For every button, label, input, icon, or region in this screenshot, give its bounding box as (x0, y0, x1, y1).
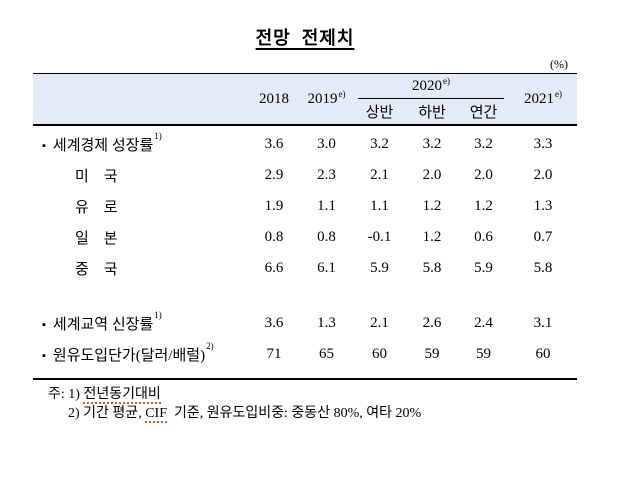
row-label: ▪ 세계경제 성장률1) (42, 131, 162, 155)
unit-row: (%) (33, 57, 577, 72)
table-row-us: 미 국 2.9 2.3 2.1 2.0 2.0 2.0 (33, 160, 577, 191)
cell-value: 3.6 (264, 136, 284, 152)
cell-value: 2.3 (317, 167, 336, 183)
table-row-world-trade: ▪ 세계교역 신장률1) 3.6 1.3 2.1 2.6 2.4 3.1 (33, 308, 577, 339)
cell-value: 59 (476, 346, 491, 362)
cell-value: 2.6 (422, 315, 442, 331)
cell-value: 1.1 (370, 198, 389, 214)
footnote-ref: 1) (154, 310, 162, 320)
cell-value: 6.6 (264, 260, 284, 276)
cell-value: 2.9 (264, 167, 284, 183)
table-row-oil-price: ▪ 원유도입단가(달러/배럴)2) 71 65 60 59 59 60 (33, 339, 577, 370)
footnote-2-text: 기준, 원유도입비중: 중동산 80%, 여타 20% (167, 406, 422, 421)
cell-value: 5.9 (474, 260, 493, 276)
header-2018: 2018 (259, 90, 289, 107)
cell-value: -0.1 (367, 229, 392, 245)
header-2020-group: 2020 e) (358, 74, 504, 99)
table-body: ▪ 세계경제 성장률1) 3.6 3.0 3.2 3.2 3.2 3.3 미 국 … (33, 126, 577, 380)
cell-value: 3.1 (533, 315, 553, 331)
cell-value: 60 (535, 346, 551, 362)
cell-value: 0.6 (474, 229, 493, 245)
cell-value: 5.9 (370, 260, 389, 276)
cell-value: 1.3 (317, 315, 336, 331)
cell-value: 65 (319, 346, 334, 362)
cell-value: 1.1 (317, 198, 336, 214)
cell-value: 1.2 (422, 229, 442, 245)
cell-value: 3.2 (422, 136, 442, 152)
estimate-superscript: e) (338, 88, 346, 99)
footnote-prefix: 주: (48, 387, 69, 402)
cell-value: 2.4 (474, 315, 493, 331)
footnote-2-text: 기간 평균, (83, 406, 146, 421)
cell-value: 2.0 (533, 167, 553, 183)
section-spacer (33, 284, 577, 308)
square-bullet-icon: ▪ (42, 140, 46, 152)
title-block: 전망 전제치 (33, 24, 577, 50)
cell-value: 6.1 (317, 260, 336, 276)
footnote-1-text: 전년동기대비 (83, 387, 161, 404)
footnote-ref: 2) (206, 341, 214, 351)
row-label: 유 로 (75, 200, 118, 216)
table-row-world-growth: ▪ 세계경제 성장률1) 3.6 3.0 3.2 3.2 3.2 3.3 (33, 129, 577, 160)
cell-value: 2.1 (370, 167, 389, 183)
cell-value: 1.9 (264, 198, 284, 214)
row-label: ▪ 세계교역 신장률1) (42, 310, 162, 334)
cell-value: 1.2 (474, 198, 493, 214)
footnote-1: 주: 1) 전년동기대비 (48, 385, 628, 404)
cell-value: 5.8 (422, 260, 442, 276)
footnotes: 주: 1) 전년동기대비 2) 기간 평균, CIF 기준, 원유도입비중: 중… (48, 385, 628, 423)
estimate-superscript: e) (555, 88, 562, 99)
page-title: 전망 전제치 (255, 28, 355, 48)
header-2019: 2019 e) (307, 88, 346, 107)
cell-value: 2.0 (422, 167, 442, 183)
cell-value: 0.8 (264, 229, 284, 245)
row-label: 일 본 (75, 231, 118, 247)
header-first-half: 상반 (365, 105, 394, 121)
table-row-china: 중 국 6.6 6.1 5.9 5.8 5.9 5.8 (33, 253, 577, 284)
cell-value: 2.0 (474, 167, 493, 183)
cell-value: 1.3 (533, 198, 553, 214)
cell-value: 3.2 (370, 136, 389, 152)
row-label: ▪ 원유도입단가(달러/배럴)2) (42, 341, 214, 365)
cell-value: 60 (372, 346, 387, 362)
cell-value: 3.6 (264, 315, 284, 331)
footnote-2: 2) 기간 평균, CIF 기준, 원유도입비중: 중동산 80%, 여타 20… (48, 404, 628, 423)
footnote-2-cif: CIF (145, 406, 167, 423)
cell-value: 71 (266, 346, 282, 362)
header-second-half: 하반 (418, 105, 446, 121)
table-row-japan: 일 본 0.8 0.8 -0.1 1.2 0.6 0.7 (33, 222, 577, 253)
cell-value: 3.2 (474, 136, 493, 152)
cell-value: 3.3 (533, 136, 553, 152)
cell-value: 0.8 (317, 229, 336, 245)
header-2021: 2021 e) (524, 88, 562, 107)
cell-value: 0.7 (533, 229, 553, 245)
table-header: 2018 2019 e) 2020 e) 상반 하반 연간 2021 e) (33, 73, 577, 126)
cell-value: 59 (424, 346, 440, 362)
footnote-number: 2) (68, 406, 84, 421)
row-label: 미 국 (75, 169, 118, 185)
cell-value: 1.2 (422, 198, 442, 214)
estimate-superscript: e) (443, 75, 450, 86)
cell-value: 5.8 (533, 260, 553, 276)
header-annual: 연간 (469, 105, 498, 121)
table-row-euro: 유 로 1.9 1.1 1.1 1.2 1.2 1.3 (33, 191, 577, 222)
cell-value: 2.1 (370, 315, 389, 331)
document-page: 전망 전제치 (%) 2018 2019 e) 2020 e) 상반 하반 연간 2… (0, 24, 628, 493)
footnote-ref: 1) (154, 131, 162, 141)
footnote-number: 1) (68, 387, 84, 402)
square-bullet-icon: ▪ (42, 319, 46, 331)
row-label: 중 국 (75, 262, 118, 278)
square-bullet-icon: ▪ (42, 350, 46, 362)
header-empty-cell (33, 74, 248, 124)
unit-label: (%) (550, 57, 568, 71)
cell-value: 3.0 (317, 136, 336, 152)
forecast-table: 2018 2019 e) 2020 e) 상반 하반 연간 2021 e) ▪ 세계경제… (33, 73, 577, 380)
